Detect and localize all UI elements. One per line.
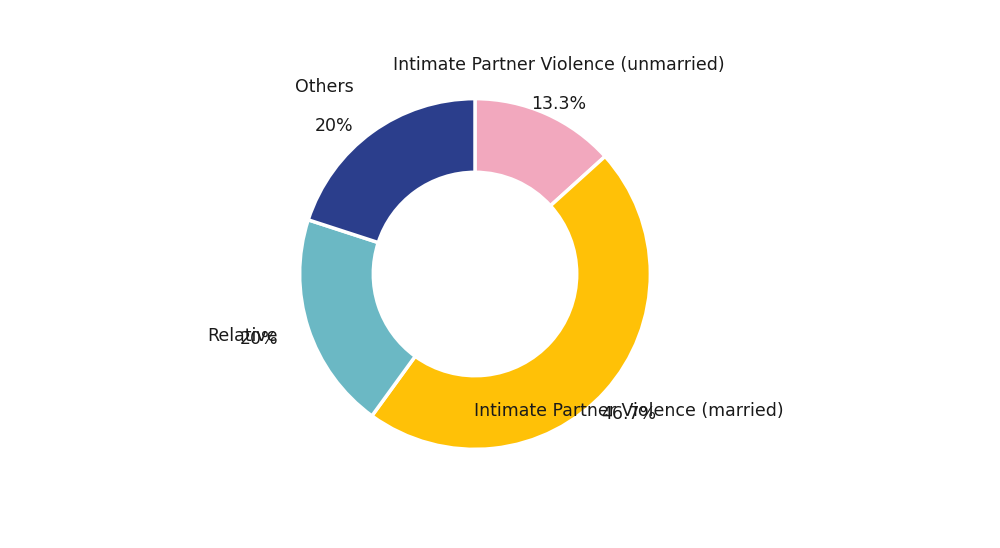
Text: 13.3%: 13.3%: [531, 95, 587, 113]
Text: Intimate Partner Violence (married): Intimate Partner Violence (married): [474, 402, 784, 420]
Wedge shape: [300, 220, 415, 416]
Text: 46.7%: 46.7%: [601, 405, 656, 423]
Wedge shape: [475, 99, 605, 206]
Text: Relative: Relative: [208, 327, 278, 345]
Text: 20%: 20%: [240, 330, 278, 349]
Wedge shape: [372, 156, 650, 449]
Text: Intimate Partner Violence (unmarried): Intimate Partner Violence (unmarried): [393, 56, 725, 75]
Wedge shape: [308, 99, 475, 243]
Text: 20%: 20%: [315, 117, 353, 135]
Text: Others: Others: [295, 78, 353, 96]
